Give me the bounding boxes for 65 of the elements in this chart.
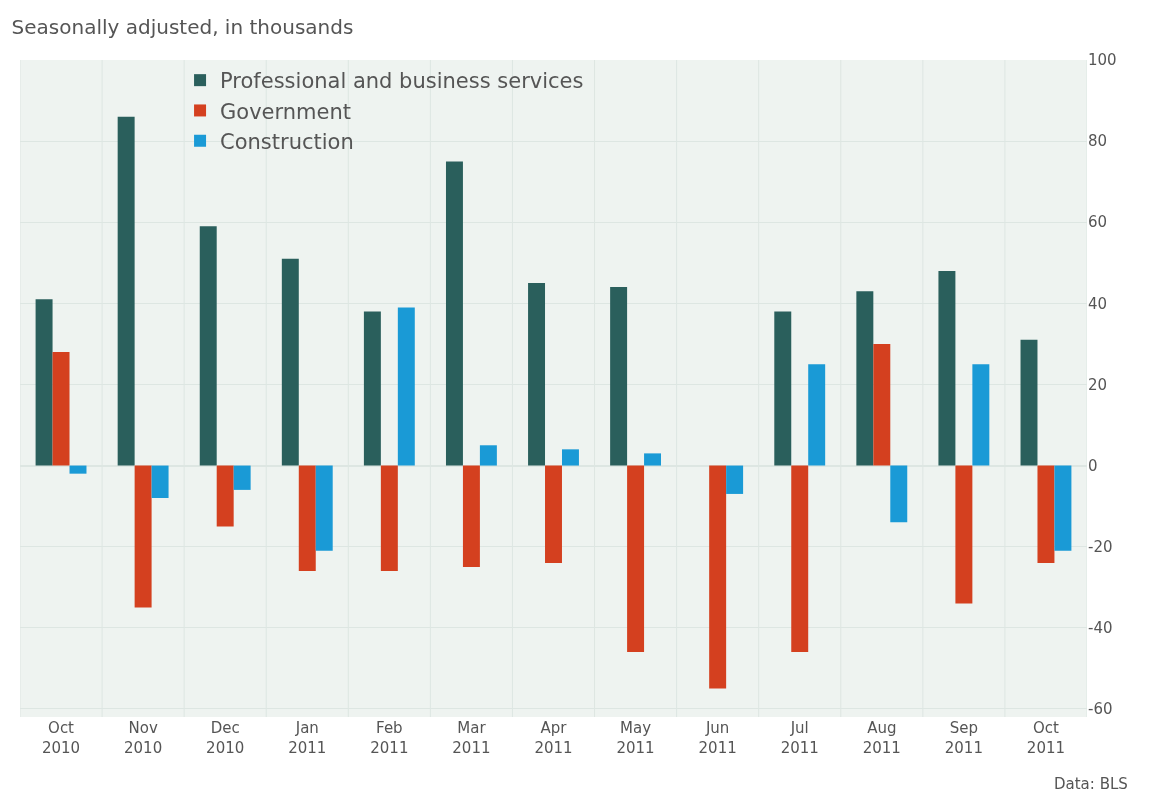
bar	[528, 283, 546, 466]
y-tick-label: 80	[1088, 132, 1108, 151]
bar	[726, 465, 744, 494]
bar	[380, 465, 398, 571]
bar	[1020, 339, 1038, 466]
x-tick-label: Feb 2011	[370, 719, 409, 757]
bar	[233, 465, 251, 490]
legend-label: Government	[220, 99, 352, 124]
x-tick-label: Jun 2011	[698, 719, 737, 757]
bar	[808, 364, 826, 466]
y-tick-label: 40	[1088, 294, 1108, 313]
bar	[545, 465, 562, 563]
bar	[856, 291, 874, 466]
y-tick-label: 60	[1088, 213, 1108, 232]
y-tick-label: -20	[1088, 537, 1113, 556]
x-tick-label: Mar 2011	[452, 719, 491, 757]
bar	[627, 465, 645, 653]
bar	[281, 258, 299, 466]
bar	[1037, 465, 1055, 563]
bar	[479, 445, 497, 466]
x-tick-label: Oct 2010	[41, 719, 81, 757]
bar	[972, 364, 990, 466]
bar	[938, 270, 956, 466]
bar	[955, 465, 973, 604]
bar	[561, 449, 579, 466]
x-tick-label: Nov 2010	[124, 719, 163, 757]
bar	[35, 299, 53, 466]
bar	[397, 307, 415, 466]
bar	[445, 161, 463, 466]
bar	[298, 465, 316, 571]
x-tick-label: Aug 2011	[862, 719, 901, 757]
text: Data: BLS	[1054, 775, 1128, 793]
bar	[151, 465, 169, 498]
bar	[610, 287, 628, 466]
bar	[216, 465, 234, 527]
y-tick-label: -60	[1088, 700, 1113, 719]
chart-title: Seasonally adjusted, in thousands	[11, 15, 354, 40]
bar	[774, 311, 792, 466]
bar	[462, 465, 480, 567]
legend-label: Construction	[220, 129, 354, 154]
bar	[709, 465, 727, 689]
x-tick-label: Apr 2011	[534, 719, 573, 757]
legend-label: Professional and business services	[220, 69, 584, 94]
x-tick-label: Sep 2011	[944, 719, 983, 757]
bar	[117, 116, 135, 466]
bar	[134, 465, 152, 608]
x-tick-label: May 2011	[616, 719, 655, 757]
bar	[644, 453, 662, 466]
y-tick-label: 100	[1088, 51, 1117, 70]
x-tick-label: Jul 2011	[780, 719, 819, 757]
bar	[315, 465, 333, 551]
bar	[791, 465, 809, 653]
y-tick-label: 0	[1088, 456, 1098, 475]
y-tick-label: -40	[1088, 619, 1113, 638]
bar	[52, 352, 70, 466]
bar	[199, 226, 217, 466]
bar	[890, 465, 908, 523]
bar	[69, 465, 87, 474]
bar	[1054, 465, 1072, 551]
x-tick-label: Jan 2011	[288, 719, 327, 757]
bar	[363, 311, 381, 466]
x-tick-label: Oct 2011	[1026, 719, 1066, 757]
y-tick-label: 20	[1088, 375, 1108, 394]
bar	[873, 343, 891, 466]
x-tick-label: Dec 2010	[206, 719, 245, 757]
